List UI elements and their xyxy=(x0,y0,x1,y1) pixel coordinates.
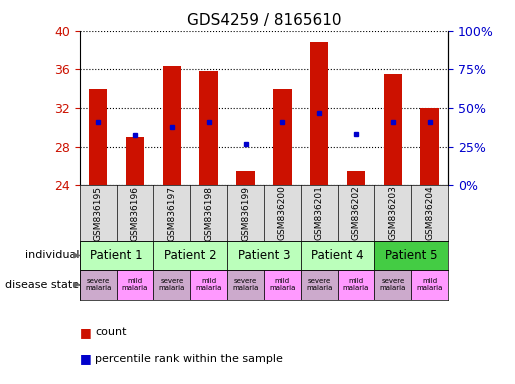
Bar xyxy=(153,270,191,300)
Text: GSM836204: GSM836204 xyxy=(425,185,434,240)
Text: mild
malaria: mild malaria xyxy=(122,278,148,291)
Text: GSM836197: GSM836197 xyxy=(167,185,176,240)
Bar xyxy=(384,74,402,185)
Title: GDS4259 / 8165610: GDS4259 / 8165610 xyxy=(186,13,341,28)
Text: severe
malaria: severe malaria xyxy=(159,278,185,291)
Bar xyxy=(126,137,144,185)
Text: GSM836201: GSM836201 xyxy=(315,185,323,240)
Text: ■: ■ xyxy=(80,353,92,366)
Text: Patient 1: Patient 1 xyxy=(90,249,143,262)
Bar xyxy=(153,241,227,270)
Text: GSM836203: GSM836203 xyxy=(388,185,397,240)
Bar xyxy=(80,241,153,270)
Bar xyxy=(116,270,153,300)
Text: severe
malaria: severe malaria xyxy=(232,278,259,291)
Bar xyxy=(89,89,108,185)
Text: disease state: disease state xyxy=(5,280,79,290)
Bar xyxy=(236,171,255,185)
Text: GSM836199: GSM836199 xyxy=(241,185,250,240)
Bar xyxy=(411,270,448,300)
Bar xyxy=(264,270,301,300)
Text: ■: ■ xyxy=(80,326,92,339)
Text: Patient 3: Patient 3 xyxy=(238,249,290,262)
Text: individual: individual xyxy=(25,250,79,260)
Bar xyxy=(163,66,181,185)
Text: percentile rank within the sample: percentile rank within the sample xyxy=(95,354,283,364)
Text: Patient 4: Patient 4 xyxy=(311,249,364,262)
Text: GSM836200: GSM836200 xyxy=(278,185,287,240)
Bar xyxy=(347,171,365,185)
Bar xyxy=(191,270,227,300)
Bar xyxy=(227,241,301,270)
Bar xyxy=(374,241,448,270)
Text: severe
malaria: severe malaria xyxy=(85,278,111,291)
Text: mild
malaria: mild malaria xyxy=(417,278,443,291)
Text: GSM836202: GSM836202 xyxy=(352,185,360,240)
Bar xyxy=(338,270,374,300)
Text: Patient 2: Patient 2 xyxy=(164,249,217,262)
Bar xyxy=(227,270,264,300)
Bar xyxy=(273,89,291,185)
Bar xyxy=(301,270,338,300)
Text: Patient 5: Patient 5 xyxy=(385,249,437,262)
Text: mild
malaria: mild malaria xyxy=(196,278,222,291)
Bar xyxy=(420,108,439,185)
Text: GSM836196: GSM836196 xyxy=(131,185,140,240)
Text: GSM836198: GSM836198 xyxy=(204,185,213,240)
Bar xyxy=(310,42,329,185)
Text: count: count xyxy=(95,327,127,337)
Bar xyxy=(374,270,411,300)
Text: mild
malaria: mild malaria xyxy=(269,278,296,291)
Bar xyxy=(80,270,117,300)
Text: severe
malaria: severe malaria xyxy=(306,278,332,291)
Text: mild
malaria: mild malaria xyxy=(343,278,369,291)
Text: severe
malaria: severe malaria xyxy=(380,278,406,291)
Bar xyxy=(199,71,218,185)
Text: GSM836195: GSM836195 xyxy=(94,185,102,240)
Bar xyxy=(301,241,374,270)
